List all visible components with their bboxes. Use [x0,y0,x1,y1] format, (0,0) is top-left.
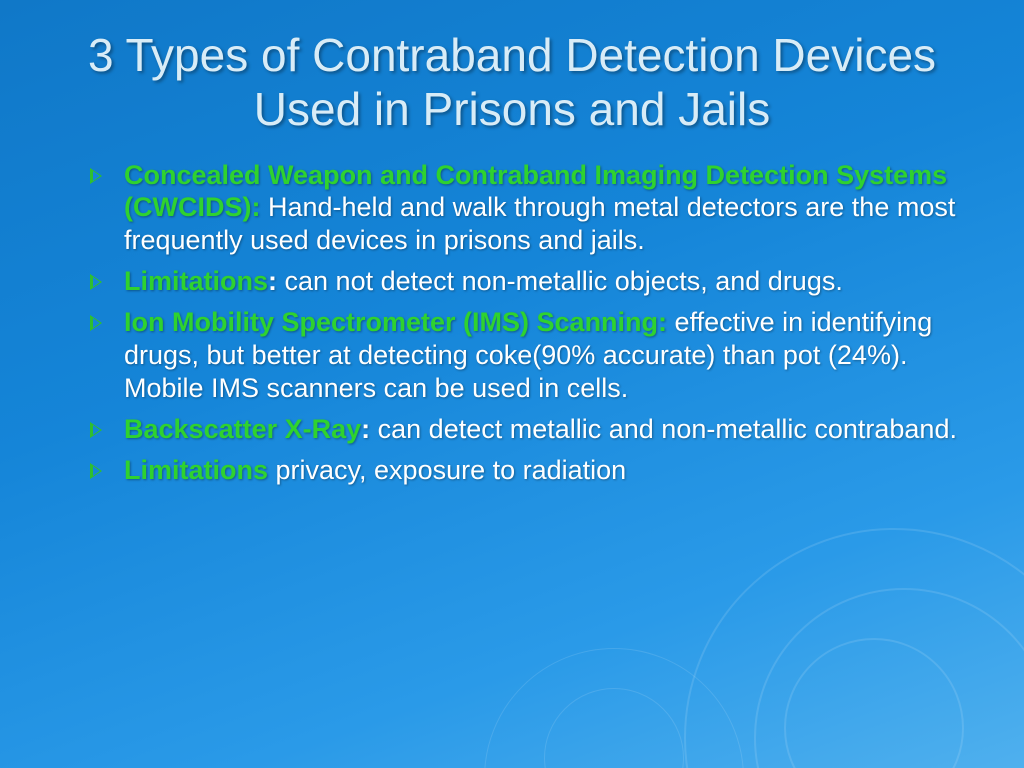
decorative-ripple [754,588,1024,768]
list-item: Ion Mobility Spectrometer (IMS) Scanning… [90,306,974,405]
decorative-ripple [684,528,1024,768]
slide: 3 Types of Contraband Detection Devices … [0,0,1024,768]
bullet-lead: Limitations [124,455,268,485]
bullet-colon: : [361,414,370,444]
slide-title: 3 Types of Contraband Detection Devices … [50,28,974,137]
bullet-lead: Limitations [124,266,268,296]
decorative-ripple [544,688,684,768]
bullet-text: can not detect non-metallic objects, and… [277,266,843,296]
bullet-list: Concealed Weapon and Contraband Imaging … [50,159,974,487]
list-item: Limitations: can not detect non-metallic… [90,265,974,298]
bullet-text: privacy, exposure to radiation [268,455,626,485]
bullet-lead: Backscatter X-Ray [124,414,361,444]
bullet-colon: : [268,266,277,296]
list-item: Limitations privacy, exposure to radiati… [90,454,974,487]
decorative-ripple [484,648,744,768]
bullet-text: can detect metallic and non-metallic con… [370,414,957,444]
list-item: Backscatter X-Ray: can detect metallic a… [90,413,974,446]
bullet-lead: Ion Mobility Spectrometer (IMS) Scanning… [124,307,667,337]
list-item: Concealed Weapon and Contraband Imaging … [90,159,974,258]
decorative-ripple [784,638,964,768]
